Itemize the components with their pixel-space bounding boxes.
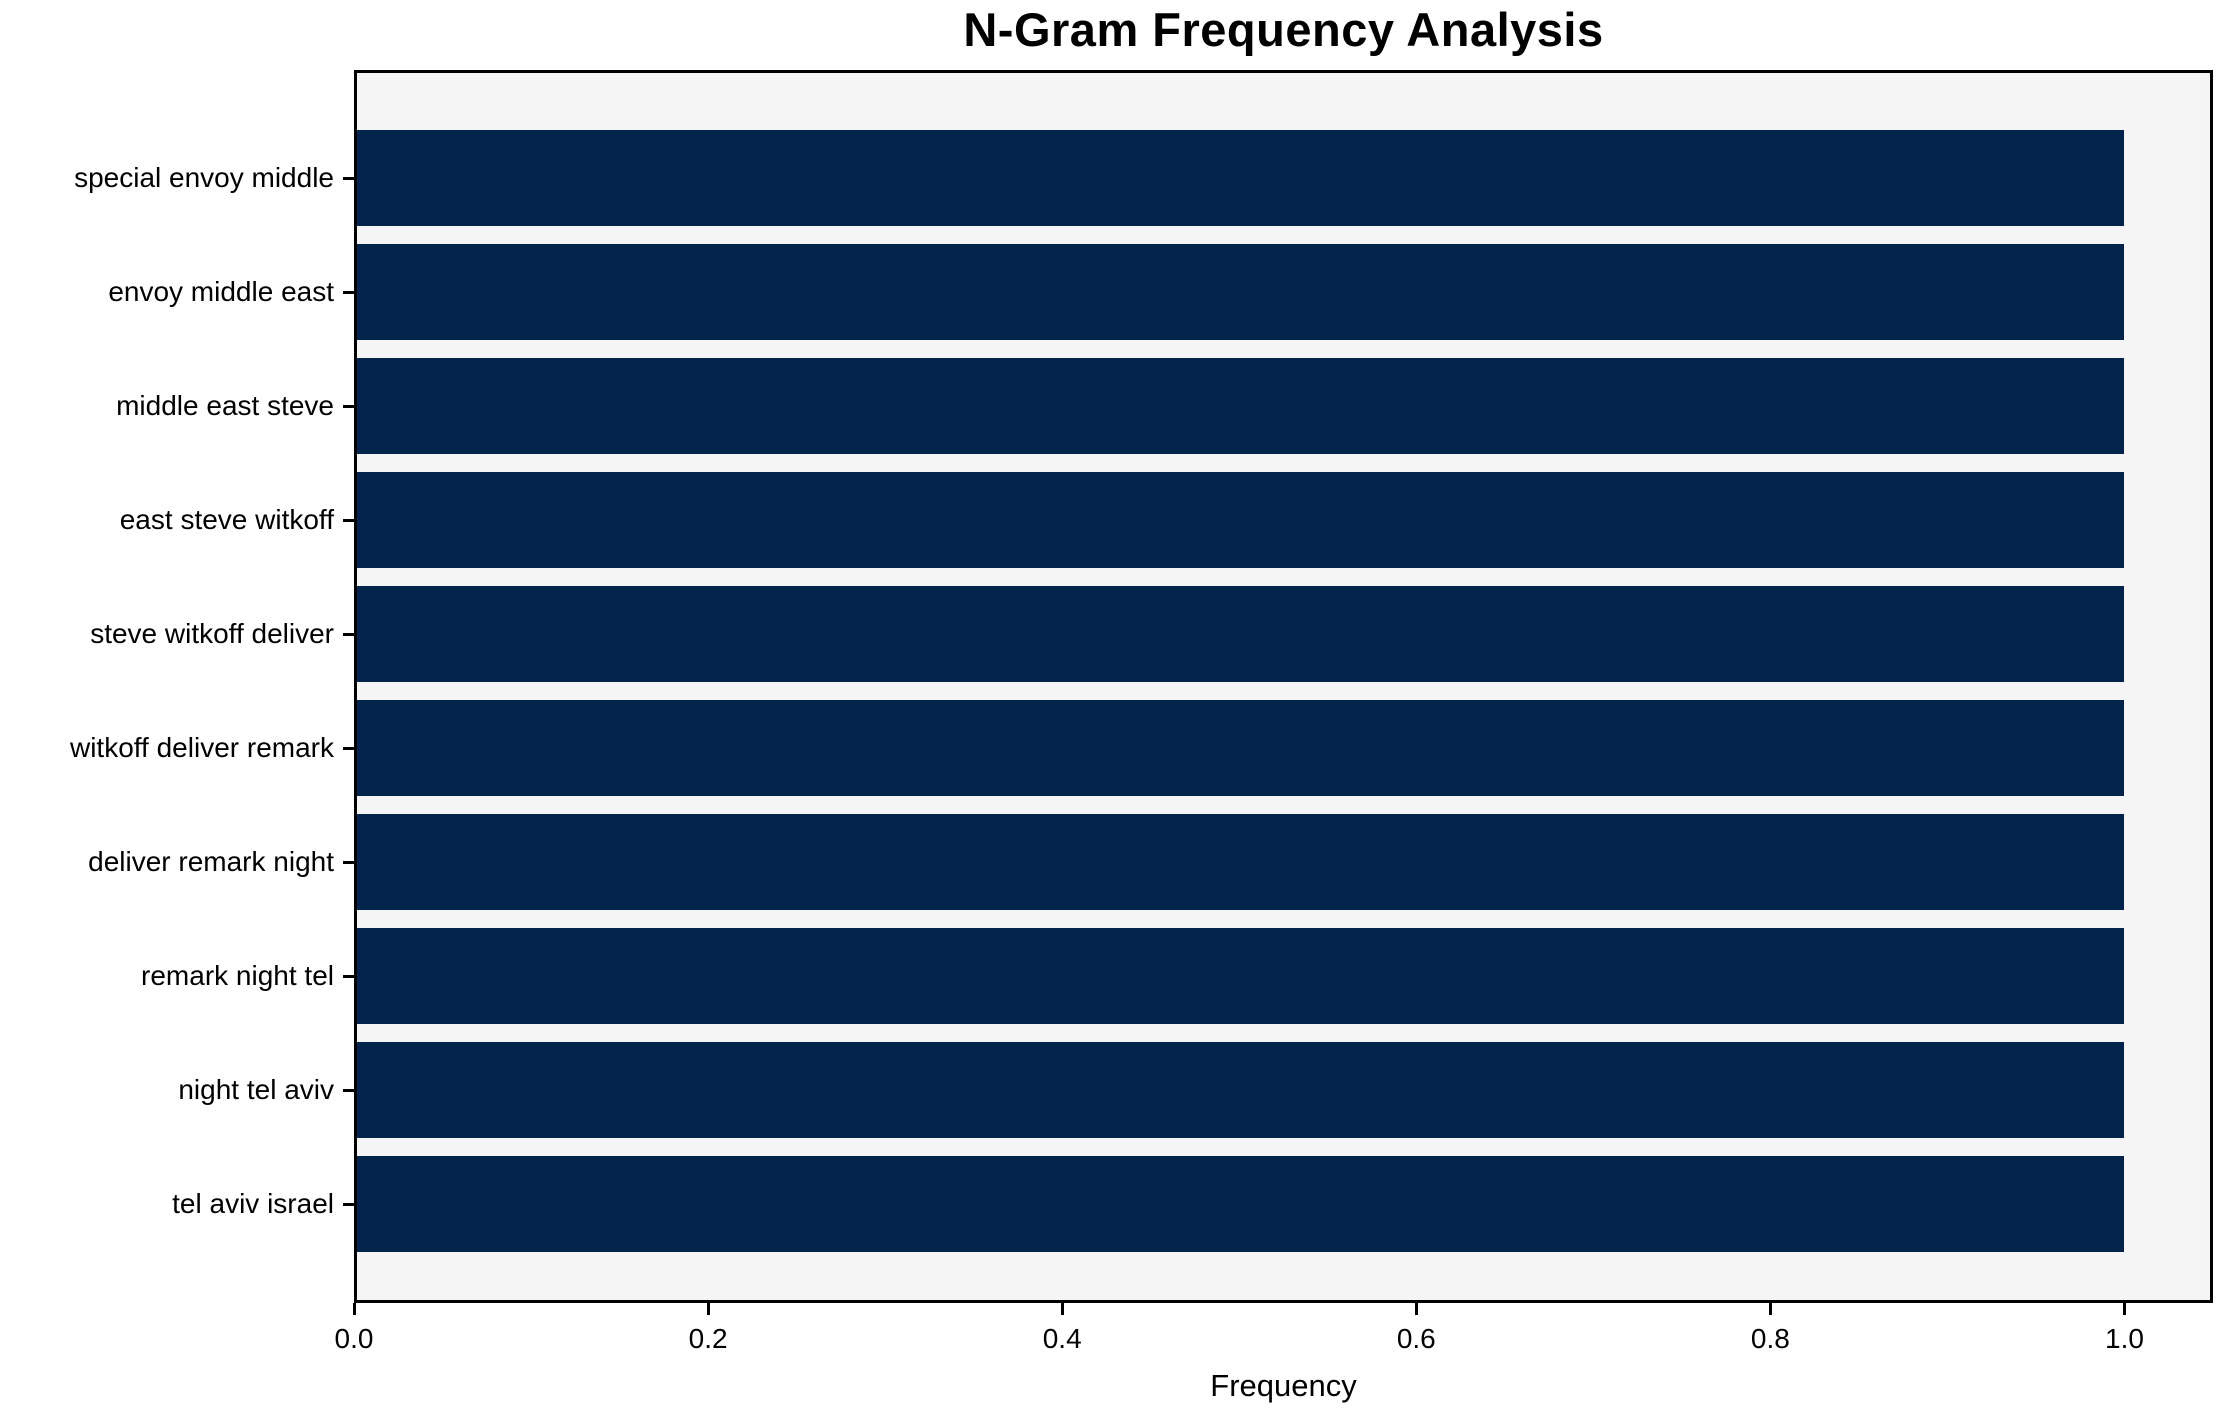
y-tick — [343, 1202, 354, 1206]
bar — [357, 130, 2125, 226]
y-tick — [343, 176, 354, 180]
y-tick — [343, 632, 354, 636]
bar — [357, 928, 2125, 1024]
bar — [357, 1156, 2125, 1252]
y-tick-label: east steve witkoff — [119, 504, 334, 535]
x-tick — [1414, 1303, 1418, 1315]
x-tick-label: 0.0 — [334, 1323, 374, 1354]
y-tick — [343, 974, 354, 978]
y-tick-label: steve witkoff deliver — [90, 618, 334, 649]
y-tick — [343, 860, 354, 864]
y-tick — [343, 290, 354, 294]
y-tick — [343, 746, 354, 750]
y-tick — [343, 1088, 354, 1092]
y-tick-label: remark night tel — [141, 960, 334, 991]
y-tick-label: middle east steve — [116, 390, 334, 421]
y-tick-label: tel aviv israel — [172, 1188, 334, 1219]
x-tick-label: 1.0 — [2105, 1323, 2144, 1354]
x-tick — [1060, 1303, 1064, 1315]
chart-title: N-Gram Frequency Analysis — [963, 3, 1604, 56]
x-tick-label: 0.8 — [1750, 1323, 1790, 1354]
y-tick — [343, 404, 354, 408]
y-tick-label: deliver remark night — [88, 846, 334, 877]
bar — [357, 586, 2125, 682]
bar — [357, 700, 2125, 796]
bar — [357, 244, 2125, 340]
x-tick — [2122, 1303, 2126, 1315]
bar — [357, 358, 2125, 454]
x-tick — [706, 1303, 710, 1315]
y-tick — [343, 518, 354, 522]
x-axis-title: Frequency — [1210, 1368, 1357, 1403]
y-tick-label: special envoy middle — [74, 162, 334, 193]
bar — [357, 814, 2125, 910]
y-tick-label: night tel aviv — [178, 1074, 334, 1105]
y-tick-label: witkoff deliver remark — [69, 732, 334, 763]
bar — [357, 1042, 2125, 1138]
x-tick — [352, 1303, 356, 1315]
x-tick — [1768, 1303, 1772, 1315]
x-tick-label: 0.6 — [1396, 1323, 1436, 1354]
bar — [357, 472, 2125, 568]
x-tick-label: 0.4 — [1042, 1323, 1082, 1354]
plot-area — [354, 70, 2213, 1303]
y-tick-label: envoy middle east — [108, 276, 334, 307]
x-tick-label: 0.2 — [688, 1323, 728, 1354]
